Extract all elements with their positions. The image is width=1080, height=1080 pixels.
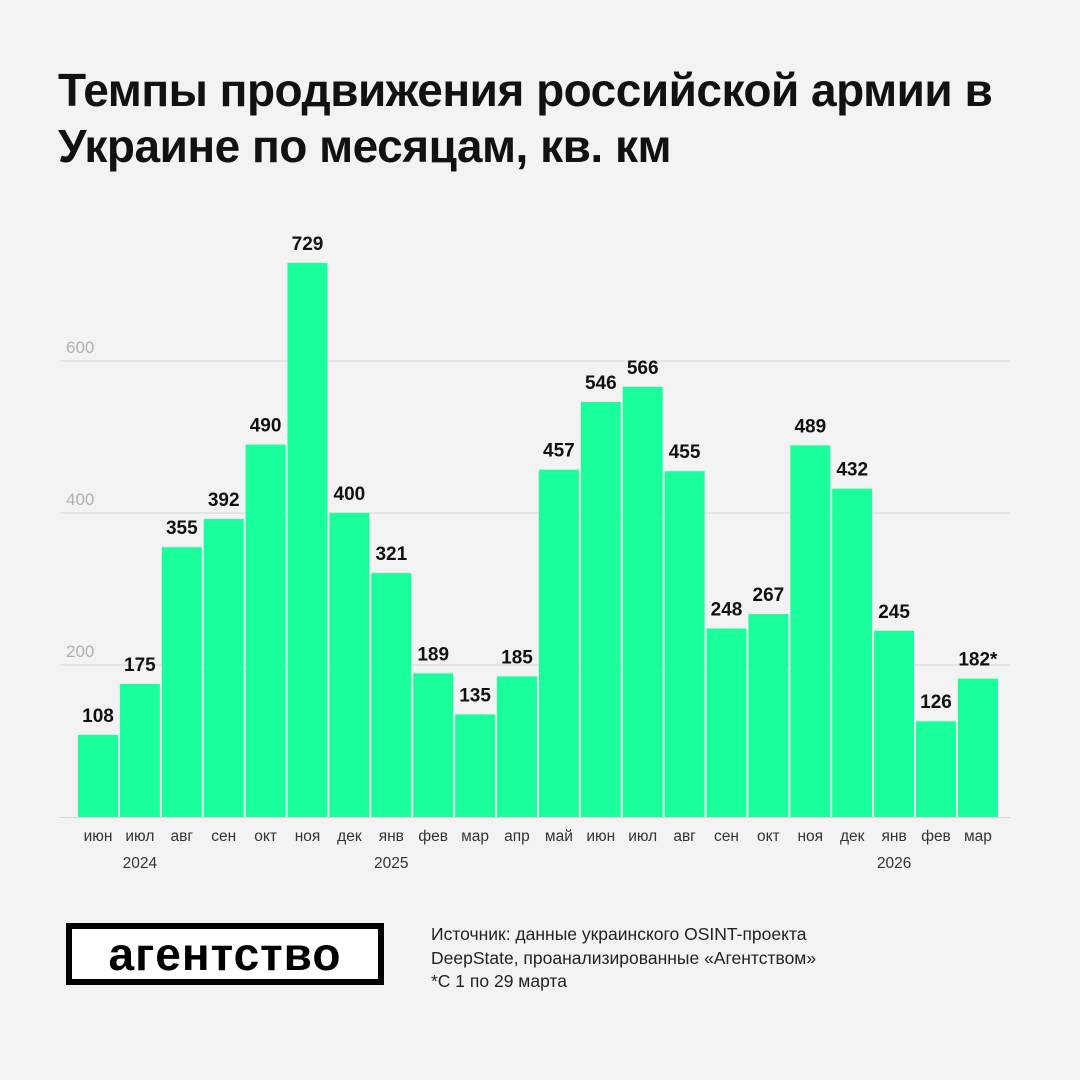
year-label: 2025 — [374, 855, 408, 872]
data-label: 400 — [334, 484, 366, 505]
bar — [832, 488, 873, 817]
data-label: 267 — [753, 585, 785, 606]
x-tick-label: июн — [84, 828, 113, 845]
bar — [916, 721, 956, 817]
x-tick-label: июл — [125, 828, 154, 845]
x-tick-label: окт — [254, 828, 277, 845]
bar — [748, 614, 789, 817]
bar — [664, 471, 705, 817]
bar — [245, 444, 286, 817]
bar — [329, 513, 370, 817]
y-tick-label: 600 — [66, 338, 94, 357]
data-label: 729 — [292, 234, 324, 255]
bar — [161, 547, 202, 817]
y-tick-label: 200 — [66, 642, 94, 661]
data-label: 355 — [166, 518, 198, 539]
source-line-1: Источник: данные украинского OSINT-проек… — [431, 924, 807, 944]
bar — [580, 402, 621, 817]
bar — [957, 678, 998, 817]
bar — [874, 630, 915, 817]
x-tick-label: янв — [882, 828, 907, 845]
data-label: 189 — [417, 644, 449, 665]
footnote: *С 1 по 29 марта — [431, 971, 567, 991]
x-tick-label: авг — [673, 828, 696, 845]
x-tick-label: май — [545, 828, 573, 845]
data-label: 457 — [543, 441, 575, 462]
bar — [119, 684, 160, 817]
x-tick-label: дек — [337, 828, 362, 845]
data-label: 566 — [627, 358, 659, 379]
bar — [413, 673, 454, 817]
bar — [203, 519, 244, 817]
x-tick-label: янв — [379, 828, 404, 845]
data-label: 455 — [669, 442, 701, 463]
data-label: 175 — [124, 655, 156, 676]
bar — [371, 573, 412, 817]
data-label: 182* — [958, 650, 998, 671]
data-label: 432 — [836, 460, 868, 481]
x-tick-label: июн — [586, 828, 615, 845]
agentstvo-logo: агентство — [66, 923, 384, 985]
bar — [497, 676, 537, 817]
bar — [287, 262, 328, 818]
x-tick-label: сен — [211, 828, 236, 845]
data-label: 392 — [208, 490, 240, 511]
bar-chart: 200 400 600 108 июн 175 июл 355 авг 392 сен 490 окт 7… — [60, 234, 1010, 872]
x-tick-label: апр — [504, 828, 530, 845]
year-label: 2026 — [877, 855, 911, 872]
y-tick-label: 400 — [66, 490, 94, 509]
data-label: 135 — [459, 685, 491, 706]
data-label: 108 — [82, 706, 114, 727]
bar — [455, 714, 496, 817]
data-label: 489 — [794, 416, 826, 437]
logo-text: агентство — [108, 928, 342, 980]
data-label: 546 — [585, 373, 617, 394]
chart-title: Темпы продвижения российской армии в Укр… — [58, 64, 993, 172]
x-tick-label: дек — [840, 828, 865, 845]
data-label: 490 — [250, 416, 282, 437]
x-tick-label: июл — [628, 828, 657, 845]
data-label: 245 — [878, 602, 910, 623]
year-label: 2024 — [123, 855, 158, 872]
bar — [538, 469, 579, 817]
bar — [78, 734, 118, 817]
source-note: Источник: данные украинского OSINT-проек… — [431, 923, 816, 994]
x-tick-label: авг — [171, 828, 194, 845]
data-label: 126 — [920, 692, 952, 713]
data-label: 321 — [375, 544, 407, 565]
x-tick-label: мар — [964, 828, 992, 845]
bar — [706, 628, 747, 817]
bar — [622, 386, 663, 817]
x-tick-label: фев — [921, 828, 951, 845]
x-tick-label: сен — [714, 828, 739, 845]
x-tick-label: ноя — [295, 828, 321, 845]
source-line-2: DeepState, проанализированные «Агентство… — [431, 947, 817, 968]
data-label: 185 — [501, 647, 533, 668]
x-tick-label: окт — [757, 828, 780, 845]
data-label: 248 — [711, 600, 743, 621]
x-tick-label: ноя — [798, 828, 824, 845]
x-tick-label: фев — [418, 828, 448, 845]
bar — [790, 445, 831, 817]
x-tick-label: мар — [461, 828, 489, 845]
